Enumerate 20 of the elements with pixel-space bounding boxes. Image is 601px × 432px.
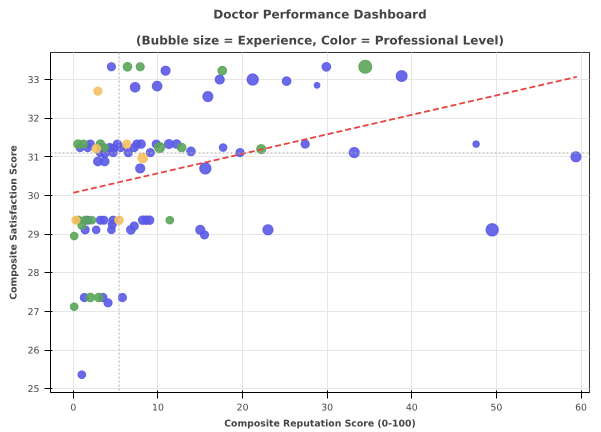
y-tick-label: 32	[28, 114, 40, 125]
y-tick-label: 27	[28, 306, 40, 318]
x-tick-label: 40	[406, 402, 418, 414]
chart-subtitle: (Bubble size = Experience, Color = Professional Level)	[136, 34, 504, 48]
y-tick-label: 29	[28, 230, 40, 241]
y-tick-label: 25	[28, 384, 40, 396]
y-tick-label: 30	[28, 190, 40, 202]
chart-title: Doctor Performance Dashboard	[213, 8, 427, 22]
y-tick-label: 26	[28, 346, 40, 356]
x-tick-label: 0	[70, 402, 76, 414]
y-axis-title: Composite Satisfaction Score	[8, 145, 20, 300]
x-tick-label: 10	[152, 402, 164, 414]
x-tick-label: 30	[321, 402, 334, 414]
x-tick-label: 20	[236, 402, 249, 414]
y-tick-label: 28	[28, 268, 40, 280]
y-tick-label: 31	[28, 152, 40, 164]
x-tick-label: 50	[490, 402, 502, 414]
x-axis-title: Composite Reputation Score (0-100)	[224, 418, 416, 430]
x-tick-label: 60	[575, 402, 588, 414]
y-tick-label: 33	[28, 75, 40, 86]
